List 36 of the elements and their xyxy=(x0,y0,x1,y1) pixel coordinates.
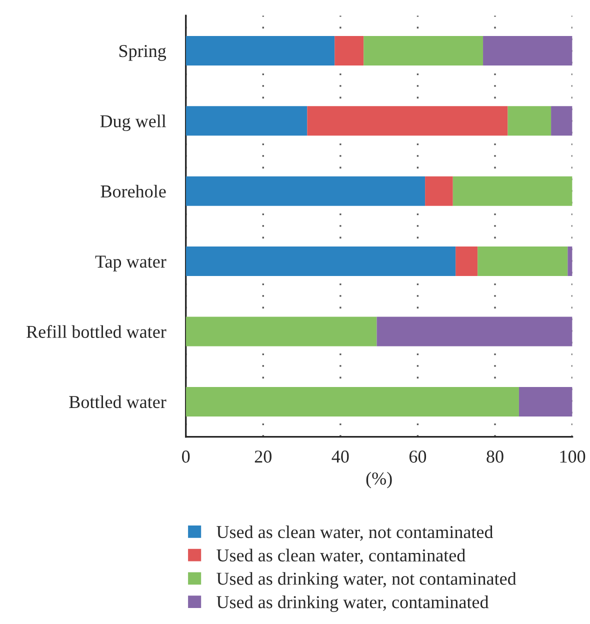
bar xyxy=(568,246,572,276)
y-tick-label: Dug well xyxy=(100,114,166,132)
x-axis-title: (%) xyxy=(366,472,392,488)
bar xyxy=(478,246,568,276)
x-tick-label: 80 xyxy=(486,450,504,463)
bar xyxy=(334,36,364,66)
legend-label: Used as drinking water, contaminated xyxy=(216,596,489,612)
bar xyxy=(456,246,478,276)
x-tick-label: 40 xyxy=(332,450,349,463)
bar xyxy=(452,176,572,206)
bar xyxy=(376,316,572,346)
legend-label: Used as drinking water, not contaminated xyxy=(216,572,516,589)
y-tick-label: Tap water xyxy=(95,256,166,272)
bar xyxy=(186,386,519,416)
y-tick-label: Borehole xyxy=(100,184,166,198)
bar xyxy=(508,106,552,136)
y-tick-label: Spring xyxy=(119,44,166,61)
y-tick-label: Refill bottled water xyxy=(26,325,166,338)
bar xyxy=(186,176,426,206)
bar xyxy=(425,176,453,206)
bar xyxy=(186,106,308,136)
x-tick-label: 100 xyxy=(560,450,586,463)
bar xyxy=(186,36,335,66)
bar xyxy=(551,106,572,136)
x-tick-label: 60 xyxy=(409,450,426,463)
y-tick-label: Bottled water xyxy=(69,395,166,408)
bar xyxy=(518,386,572,416)
legend-label: Used as clean water, contaminated xyxy=(216,548,466,564)
legend-label: Used as clean water, not contaminated xyxy=(216,525,494,541)
bar xyxy=(186,246,456,276)
bar xyxy=(483,36,572,66)
bar xyxy=(364,36,484,66)
x-tick-label: 20 xyxy=(254,450,272,463)
bar xyxy=(186,316,377,346)
x-tick-label: 0 xyxy=(182,450,190,463)
bar xyxy=(307,106,508,136)
